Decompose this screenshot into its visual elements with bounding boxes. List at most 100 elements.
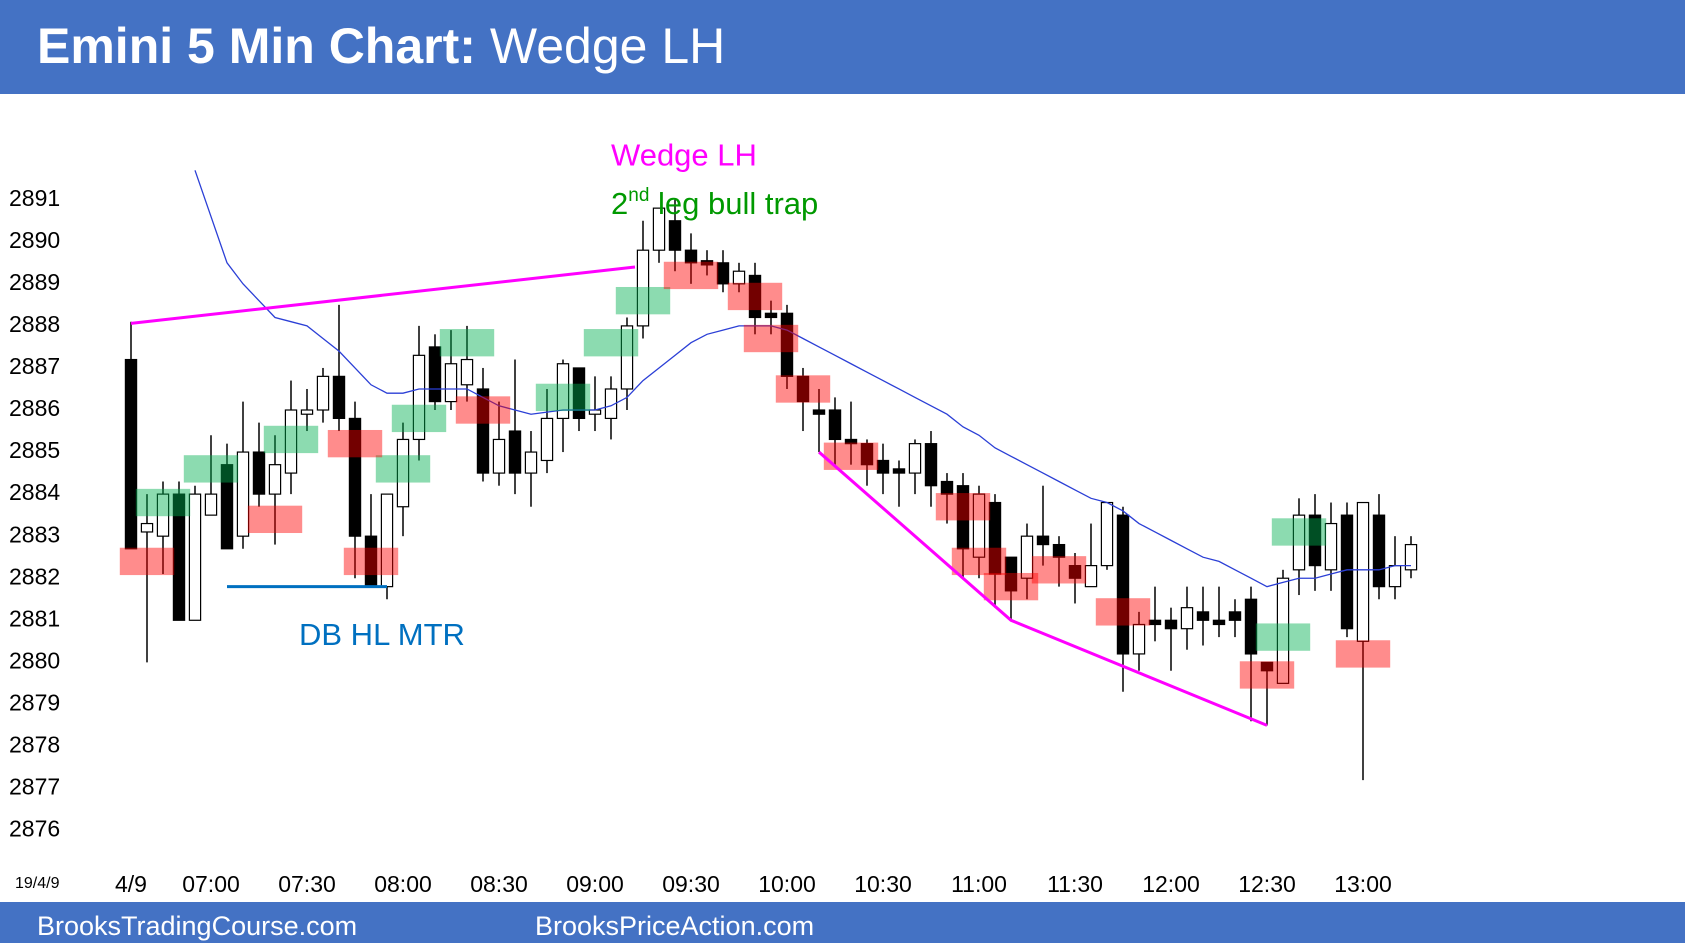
candle-body [604, 388, 618, 420]
candle-body [1196, 611, 1210, 621]
annotation-rest: leg bull trap [649, 186, 818, 221]
y-tick-label: 2880 [9, 647, 60, 673]
x-tick-label: 11:00 [951, 871, 1007, 897]
signal-zone [1095, 598, 1151, 626]
candle-body [188, 493, 202, 621]
x-tick-label: 08:00 [374, 871, 432, 897]
signal-zone [247, 505, 303, 534]
y-tick-label: 2887 [9, 353, 60, 379]
signal-zone [135, 488, 191, 517]
y-tick-label: 2879 [9, 689, 60, 715]
signal-zone [391, 404, 447, 433]
candle-body [1292, 514, 1306, 571]
signal-zone [1239, 661, 1295, 689]
candle-body [764, 312, 778, 319]
candle-body [1004, 556, 1018, 592]
signal-zone [727, 282, 783, 311]
candle-body [1052, 543, 1066, 558]
signal-zone [1031, 556, 1087, 584]
signal-zone [983, 572, 1039, 601]
candle-body [332, 375, 346, 420]
candle-body [924, 443, 938, 487]
candle-body [1324, 522, 1338, 571]
y-tick-label: 2890 [9, 227, 60, 253]
candle-body [652, 207, 666, 251]
candle-body [476, 388, 490, 474]
signal-zone [1271, 518, 1327, 546]
signal-zone [263, 425, 319, 454]
candle-body [1132, 623, 1146, 655]
candle-body [172, 493, 186, 621]
candle-body [1148, 619, 1162, 626]
candle-body [812, 409, 826, 415]
x-tick-label: 08:30 [470, 871, 528, 897]
x-tick-label: 13:00 [1334, 871, 1392, 897]
y-tick-label: 2886 [9, 395, 60, 421]
candle-body [412, 354, 426, 441]
candle-body [1356, 501, 1370, 642]
candle-body [956, 485, 970, 550]
annotation-text: DB HL MTR [299, 617, 465, 652]
candle-body [684, 249, 698, 264]
candle-body [220, 464, 234, 550]
annotation: DB HL MTR [299, 617, 465, 652]
trend-line [818, 450, 1268, 727]
x-tick-label: 11:30 [1047, 871, 1103, 897]
candle-body [732, 270, 746, 285]
date-label: 19/4/9 [15, 875, 60, 892]
candle-body [1308, 514, 1322, 567]
candle-body [556, 363, 570, 420]
candle-body [572, 367, 586, 420]
candle-body [716, 262, 730, 285]
moving-average [194, 170, 1411, 588]
signal-zone [455, 396, 511, 424]
x-tick-label: 07:00 [182, 871, 240, 897]
candle-body [668, 220, 682, 251]
signal-zone [327, 429, 383, 458]
signal-zone [583, 329, 639, 357]
candle-body [1340, 514, 1354, 630]
signal-zone [823, 442, 879, 470]
candle-body [1100, 501, 1114, 567]
signal-zone [663, 261, 719, 290]
y-tick-label: 2881 [9, 605, 60, 631]
signal-zone [935, 493, 991, 521]
candle-body [828, 409, 842, 441]
footer-text: BrooksTradingCourse.com [37, 911, 357, 941]
signal-zone [1335, 640, 1391, 668]
candle-body [1036, 535, 1050, 546]
signal-zone [375, 455, 431, 483]
signal-zone [343, 547, 399, 576]
candle-body [844, 438, 858, 445]
title-regular: Wedge LH [490, 18, 725, 74]
trend-line [130, 265, 636, 325]
candle-body [1228, 611, 1242, 621]
candle-body [300, 409, 314, 415]
candle-body [204, 493, 218, 516]
x-tick-label: 10:30 [854, 871, 912, 897]
y-tick-label: 2891 [9, 185, 60, 211]
x-tick-label: 09:00 [566, 871, 624, 897]
candle-body [1372, 514, 1386, 588]
y-tick-label: 2884 [9, 479, 60, 505]
x-tick-label: 09:30 [662, 871, 720, 897]
candle-body [1020, 535, 1034, 579]
candle-body [156, 493, 170, 537]
candle-body [140, 522, 154, 533]
signal-zone [743, 324, 799, 353]
y-tick-label: 2877 [9, 774, 60, 800]
candle-body [508, 430, 522, 474]
candle-body [428, 346, 442, 403]
candle-body [1212, 619, 1226, 626]
signal-zone [535, 383, 591, 412]
candle-body [252, 451, 266, 495]
candle-body [124, 358, 138, 550]
candle-body [940, 480, 954, 495]
candle-body [1084, 565, 1098, 588]
footer-band [0, 902, 1685, 943]
y-tick-label: 2883 [9, 521, 60, 547]
x-tick-label: 12:00 [1142, 871, 1200, 897]
candle-body [348, 417, 362, 537]
candle-body [236, 451, 250, 537]
